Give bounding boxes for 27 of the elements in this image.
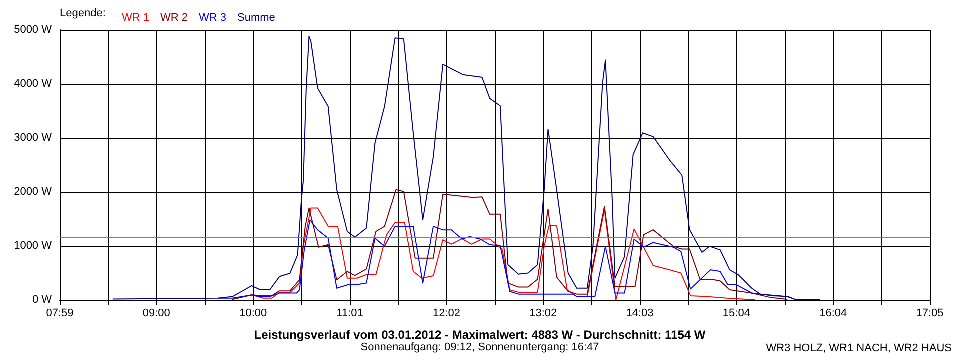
text: WR 1 (122, 12, 150, 24)
y-tick-label: 1000 W (14, 240, 53, 252)
x-tick-label: 17:05 (916, 308, 944, 320)
x-tick-label: 11:01 (336, 308, 364, 320)
x-tick-label: 10:00 (240, 308, 268, 320)
y-tick-label: 2000 W (14, 186, 53, 198)
x-tick-label: 09:00 (142, 308, 170, 320)
x-tick-label: 16:04 (820, 308, 848, 320)
text: Summe (238, 12, 276, 24)
y-tick-label: 4000 W (14, 78, 53, 90)
line-series (112, 36, 820, 300)
y-tick-label: 3000 W (14, 132, 53, 144)
text: WR 2 (160, 12, 188, 24)
y-tick-label: 5000 W (14, 24, 53, 36)
text: WR3 HOLZ, WR1 NACH, WR2 HAUS (766, 342, 952, 354)
text: Sonnenaufgang: 09:12, Sonnenuntergang: 16:47 (360, 342, 600, 354)
line-series (232, 189, 788, 300)
x-tick-label: 13:02 (530, 308, 558, 320)
x-tick-label: 07:59 (46, 308, 74, 320)
x-tick-label: 12:02 (432, 308, 460, 320)
text: WR 3 (199, 12, 226, 24)
x-tick-label: 14:03 (626, 308, 654, 320)
legend-title: Legende: (60, 8, 106, 20)
text: Leistungsverlauf vom 03.01.2012 - Maximalwert: 4883 W - Durchschnitt: 1154 W (254, 328, 706, 342)
x-tick-label: 15:04 (722, 308, 750, 320)
y-tick-label: 0 W (32, 294, 53, 306)
line-series (218, 220, 796, 300)
